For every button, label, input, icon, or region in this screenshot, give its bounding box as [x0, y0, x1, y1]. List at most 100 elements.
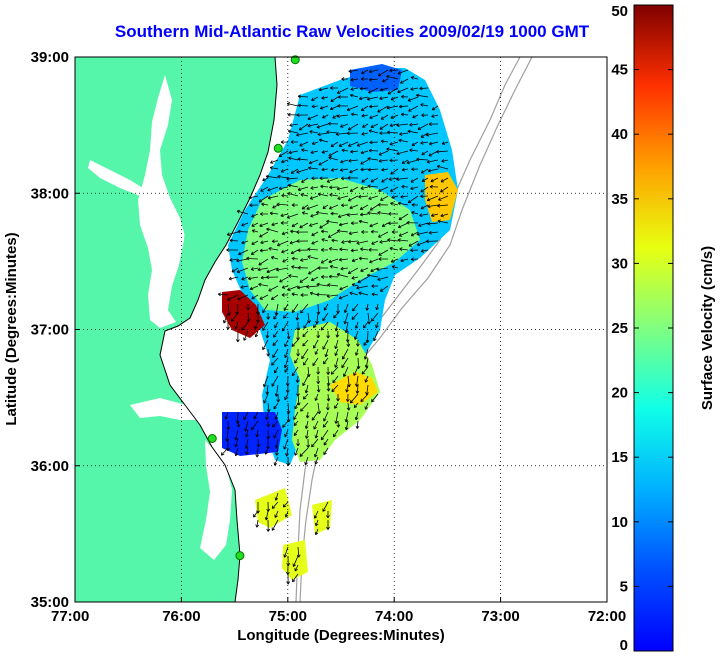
velocity-vector: [364, 375, 369, 383]
velocity-vector-head: [269, 211, 273, 216]
velocity-vector: [389, 123, 399, 127]
delmarva-peninsula: [172, 96, 232, 318]
velocity-vector: [379, 123, 389, 130]
velocity-vector-head: [437, 203, 441, 208]
velocity-vector-head: [295, 317, 300, 321]
velocity-vector: [266, 384, 269, 395]
velocity-vector: [317, 384, 320, 393]
velocity-vector: [291, 257, 299, 260]
velocity-vector-head: [316, 371, 321, 375]
velocity-vector-head: [359, 86, 363, 91]
velocity-vector-head: [386, 74, 390, 79]
velocity-vector-head: [301, 179, 305, 183]
velocity-vector: [304, 456, 309, 465]
velocity-vector: [348, 195, 359, 202]
velocity-vector-head: [318, 87, 322, 92]
chesapeake-bay: [138, 75, 186, 328]
velocity-vector-head: [330, 98, 334, 102]
velocity-vector-head: [314, 522, 319, 527]
velocity-vector-head: [347, 176, 351, 180]
velocity-vector-head: [259, 296, 263, 300]
y-tick-label: 38:00: [31, 185, 69, 202]
velocity-vector-head: [427, 221, 431, 226]
velocity-vector-head: [271, 383, 275, 387]
velocity-vector: [366, 303, 369, 311]
velocity-vector-head: [272, 423, 276, 428]
velocity-vector-head: [329, 206, 333, 210]
velocity-vector-head: [296, 169, 300, 174]
velocity-vector: [315, 429, 319, 439]
velocity-vector-head: [294, 452, 298, 456]
velocity-vector: [276, 203, 289, 206]
velocity-vector: [355, 321, 359, 329]
velocity-vector-head: [336, 424, 341, 428]
velocity-vector: [399, 248, 409, 251]
velocity-vector-head: [300, 258, 304, 262]
velocity-vector: [314, 510, 319, 519]
velocity-vector-head: [269, 166, 274, 170]
velocity-vector: [334, 348, 339, 356]
velocity-vector: [265, 510, 269, 521]
velocity-vector-head: [311, 241, 315, 245]
velocity-vector: [331, 384, 339, 392]
velocity-vector: [251, 213, 259, 218]
velocity-vector: [389, 141, 399, 145]
velocity-vector-head: [353, 372, 357, 376]
velocity-vector: [352, 283, 359, 287]
velocity-vector-head: [331, 388, 335, 393]
velocity-vector: [297, 393, 300, 406]
velocity-vector: [411, 141, 419, 146]
velocity-vector-head: [329, 264, 334, 269]
velocity-vector-head: [316, 380, 321, 385]
velocity-vector-head: [425, 132, 430, 137]
velocity-vector: [360, 87, 369, 90]
velocity-vector: [258, 283, 269, 287]
velocity-vector-head: [344, 426, 349, 431]
velocity-vector-head: [322, 317, 326, 322]
velocity-vector-head: [226, 448, 230, 452]
velocity-vector: [314, 447, 319, 458]
velocity-vector-head: [301, 355, 305, 360]
velocity-vector-head: [387, 130, 391, 135]
velocity-vector-head: [386, 147, 390, 152]
velocity-vector-head: [428, 153, 432, 157]
velocity-vector: [322, 312, 329, 321]
velocity-vector: [302, 212, 309, 215]
velocity-vector: [274, 321, 279, 328]
velocity-vector-head: [313, 345, 317, 349]
velocity-vector-head: [289, 123, 293, 127]
velocity-vector: [380, 140, 389, 143]
velocity-vector-head: [365, 391, 369, 395]
velocity-vector-head: [431, 106, 436, 111]
velocity-vector-head: [311, 176, 315, 181]
velocity-vector: [276, 267, 289, 271]
velocity-vector-head: [291, 265, 295, 269]
velocity-vector-head: [337, 196, 341, 200]
velocity-vector: [327, 384, 330, 392]
velocity-vector: [291, 303, 299, 313]
velocity-vector: [337, 230, 349, 233]
y-axis: 39:00 38:00 37:00 36:00 35:00: [31, 49, 80, 611]
velocity-vector-head: [389, 158, 393, 163]
velocity-vector: [273, 402, 279, 410]
velocity-vector-head: [322, 424, 327, 428]
velocity-vector-head: [293, 416, 297, 420]
velocity-vector-head: [396, 177, 400, 182]
velocity-vector-head: [226, 297, 231, 301]
velocity-vector-head: [262, 309, 266, 314]
velocity-vector-head: [304, 461, 308, 466]
velocity-vector: [246, 447, 249, 455]
colorbar-tick-label: 40: [611, 126, 628, 143]
velocity-vector-head: [397, 71, 401, 75]
velocity-vector-head: [297, 103, 302, 108]
chart-title: Southern Mid-Atlantic Raw Velocities 200…: [114, 22, 590, 41]
velocity-vector: [368, 195, 379, 200]
x-tick-label: 74:00: [375, 608, 413, 625]
velocity-vector: [305, 384, 309, 394]
velocity-vector: [381, 168, 389, 171]
velocity-vector-head: [400, 194, 404, 199]
velocity-vector: [361, 114, 369, 117]
velocity-vector: [348, 240, 359, 243]
velocity-vector-head: [368, 69, 373, 74]
velocity-vector-head: [311, 443, 315, 448]
